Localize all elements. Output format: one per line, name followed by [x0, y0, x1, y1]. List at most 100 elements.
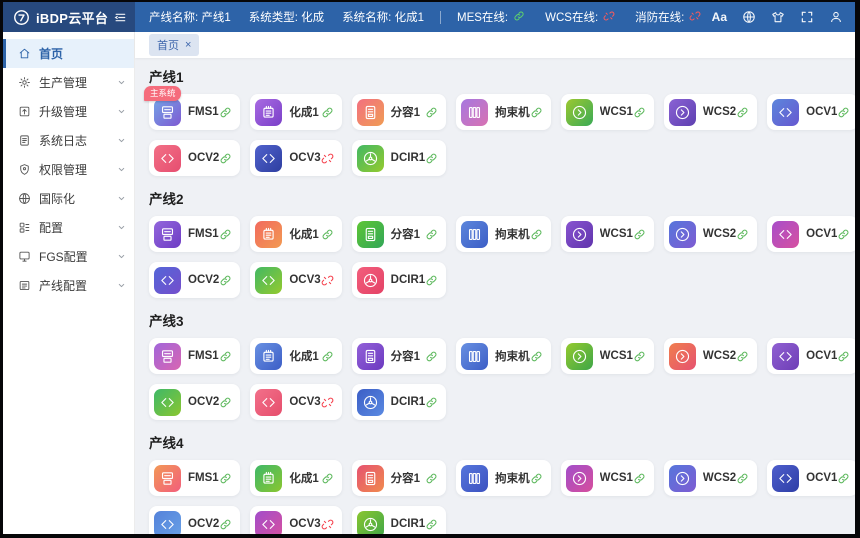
link-online-icon[interactable] — [633, 472, 646, 485]
system-card-分容1[interactable]: 分容1 — [351, 338, 447, 374]
link-online-icon[interactable] — [425, 106, 438, 119]
theme-skin-icon[interactable] — [771, 10, 785, 24]
link-online-icon[interactable] — [425, 274, 438, 287]
system-card-ocv1[interactable]: OCV1 — [767, 216, 855, 252]
sidebar-item-fgs-configuration[interactable]: FGS配置 — [3, 242, 134, 271]
tab-home[interactable]: 首页 × — [149, 34, 200, 56]
sidebar-item-system-logs[interactable]: 系统日志 — [3, 126, 134, 155]
system-card-ocv1[interactable]: OCV1 — [767, 338, 855, 374]
system-card-ocv2[interactable]: OCV2 — [149, 384, 241, 420]
system-card-wcs1[interactable]: WCS1 — [560, 338, 654, 374]
system-card-ocv2[interactable]: OCV2 — [149, 140, 241, 176]
link-online-icon[interactable] — [219, 518, 232, 531]
link-online-icon[interactable] — [736, 228, 749, 241]
font-size-icon[interactable]: Aa — [711, 10, 727, 24]
link-online-icon[interactable] — [633, 106, 646, 119]
system-card-ocv3[interactable]: OCV3 — [250, 140, 342, 176]
sidebar-item-internationalization[interactable]: 国际化 — [3, 184, 134, 213]
link-online-icon[interactable] — [219, 152, 232, 165]
system-card-ocv3[interactable]: OCV3 — [250, 506, 342, 534]
sidebar-item-home[interactable]: 首页 — [3, 39, 134, 68]
system-card-fms1[interactable]: 主系统 FMS1 — [144, 86, 241, 130]
link-online-icon[interactable] — [837, 472, 850, 485]
sidebar-item-permission-management[interactable]: 权限管理 — [3, 155, 134, 184]
system-card-ocv2[interactable]: OCV2 — [149, 262, 241, 298]
sidebar-item-production-management[interactable]: 生产管理 — [3, 68, 134, 97]
link-online-icon[interactable] — [219, 228, 232, 241]
system-card-化成1[interactable]: 化成1 — [250, 460, 342, 496]
language-globe-icon[interactable] — [742, 10, 756, 24]
fullscreen-icon[interactable] — [800, 10, 814, 24]
logs-icon — [20, 135, 29, 146]
system-card-wcs2[interactable]: WCS2 — [663, 94, 758, 130]
system-card-dcir1[interactable]: DCIR1 — [351, 140, 447, 176]
link-online-icon[interactable] — [321, 228, 334, 241]
system-card-分容1[interactable]: 分容1 — [351, 94, 447, 130]
system-card-wcs2[interactable]: WCS2 — [663, 460, 758, 496]
sidebar-collapse-icon[interactable] — [114, 10, 127, 25]
sidebar-item-line-configuration[interactable]: 产线配置 — [3, 271, 134, 300]
system-card-dcir1[interactable]: DCIR1 — [351, 384, 447, 420]
link-online-icon[interactable] — [321, 106, 334, 119]
system-card-分容1[interactable]: 分容1 — [351, 460, 447, 496]
link-online-icon[interactable] — [425, 350, 438, 363]
card-label: OCV1 — [806, 228, 838, 240]
system-card-拘束机[interactable]: 拘束机 — [456, 460, 551, 496]
system-card-化成1[interactable]: 化成1 — [250, 338, 342, 374]
link-offline-icon[interactable] — [321, 274, 334, 287]
link-online-icon[interactable] — [530, 350, 543, 363]
sidebar-item-upgrade-management[interactable]: 升级管理 — [3, 97, 134, 126]
user-icon[interactable] — [829, 10, 843, 24]
link-online-icon[interactable] — [425, 152, 438, 165]
link-online-icon[interactable] — [321, 472, 334, 485]
system-card-wcs2[interactable]: WCS2 — [663, 216, 758, 252]
system-card-ocv1[interactable]: OCV1 — [767, 94, 855, 130]
link-online-icon[interactable] — [219, 396, 232, 409]
link-online-icon[interactable] — [425, 472, 438, 485]
link-online-icon[interactable] — [530, 472, 543, 485]
system-card-化成1[interactable]: 化成1 — [250, 94, 342, 130]
system-card-fms1[interactable]: FMS1 — [149, 338, 241, 374]
link-offline-icon[interactable] — [321, 152, 334, 165]
link-online-icon[interactable] — [219, 350, 232, 363]
system-card-fms1[interactable]: FMS1 — [149, 216, 241, 252]
link-online-icon[interactable] — [633, 228, 646, 241]
link-online-icon[interactable] — [425, 396, 438, 409]
chevron-down-icon — [118, 254, 125, 259]
link-online-icon[interactable] — [837, 106, 850, 119]
link-online-icon[interactable] — [219, 106, 232, 119]
link-online-icon[interactable] — [321, 350, 334, 363]
link-online-icon[interactable] — [736, 350, 749, 363]
system-card-ocv1[interactable]: OCV1 — [767, 460, 855, 496]
system-card-wcs2[interactable]: WCS2 — [663, 338, 758, 374]
system-card-拘束机[interactable]: 拘束机 — [456, 216, 551, 252]
link-offline-icon[interactable] — [321, 396, 334, 409]
link-online-icon[interactable] — [219, 472, 232, 485]
system-card-ocv3[interactable]: OCV3 — [250, 262, 342, 298]
system-card-ocv3[interactable]: OCV3 — [250, 384, 342, 420]
link-online-icon[interactable] — [425, 228, 438, 241]
link-online-icon[interactable] — [633, 350, 646, 363]
system-card-dcir1[interactable]: DCIR1 — [351, 506, 447, 534]
system-card-分容1[interactable]: 分容1 — [351, 216, 447, 252]
system-card-wcs1[interactable]: WCS1 — [560, 216, 654, 252]
system-card-拘束机[interactable]: 拘束机 — [456, 94, 551, 130]
link-online-icon[interactable] — [736, 472, 749, 485]
link-offline-icon[interactable] — [321, 518, 334, 531]
link-online-icon[interactable] — [425, 518, 438, 531]
system-card-wcs1[interactable]: WCS1 — [560, 94, 654, 130]
close-icon[interactable]: × — [185, 38, 192, 51]
system-card-fms1[interactable]: FMS1 — [149, 460, 241, 496]
system-card-dcir1[interactable]: DCIR1 — [351, 262, 447, 298]
sidebar-item-configuration[interactable]: 配置 — [3, 213, 134, 242]
link-online-icon[interactable] — [736, 106, 749, 119]
system-card-化成1[interactable]: 化成1 — [250, 216, 342, 252]
link-online-icon[interactable] — [837, 350, 850, 363]
link-online-icon[interactable] — [837, 228, 850, 241]
link-online-icon[interactable] — [219, 274, 232, 287]
link-online-icon[interactable] — [530, 106, 543, 119]
system-card-wcs1[interactable]: WCS1 — [560, 460, 654, 496]
link-online-icon[interactable] — [530, 228, 543, 241]
system-card-拘束机[interactable]: 拘束机 — [456, 338, 551, 374]
system-card-ocv2[interactable]: OCV2 — [149, 506, 241, 534]
